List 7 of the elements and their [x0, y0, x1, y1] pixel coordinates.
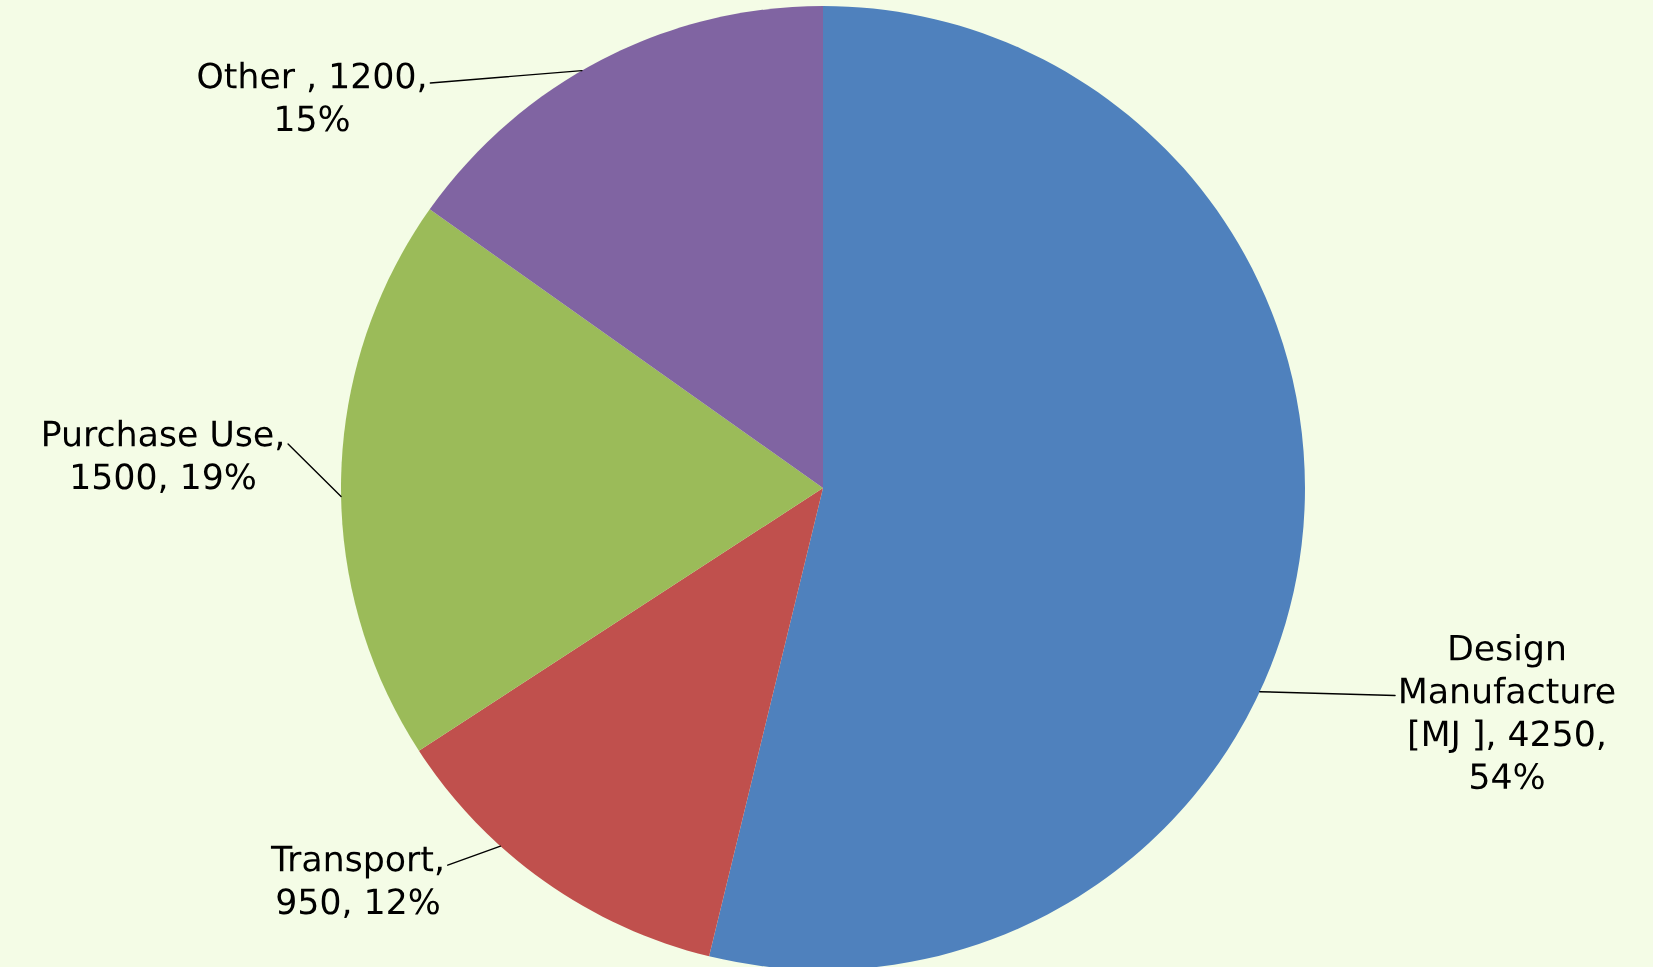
- slice-label: Transport, 950, 12%: [270, 845, 442, 919]
- slice-label: Other , 1200, 15%: [198, 61, 425, 132]
- pie-slice: [429, 6, 823, 488]
- pie-slice: [341, 209, 823, 751]
- slice-label: Design Manufacture [MJ ], 4250, 54%: [1401, 633, 1615, 790]
- slice-label: Purchase Use, 1500, 19%: [44, 419, 282, 494]
- pie-slice: [709, 6, 1305, 967]
